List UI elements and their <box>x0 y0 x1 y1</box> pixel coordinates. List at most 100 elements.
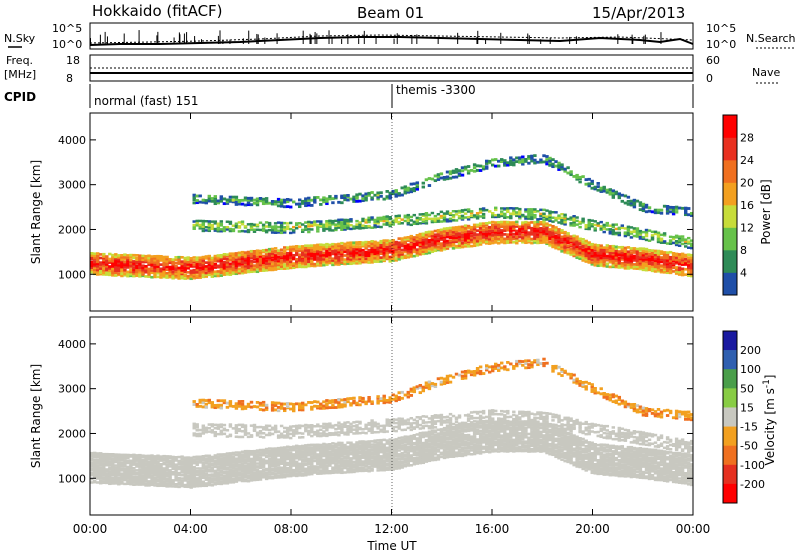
power-cell <box>292 264 296 267</box>
power-cell <box>506 207 510 210</box>
velocity-cell <box>355 460 359 464</box>
power-cell <box>279 260 284 264</box>
power-cell <box>331 221 335 224</box>
power-cell <box>542 241 546 244</box>
velocity-cell <box>153 472 157 476</box>
power-cell <box>481 224 486 228</box>
power-cell <box>385 219 389 222</box>
velocity-cell <box>177 471 181 475</box>
power-cell <box>406 245 411 248</box>
power-cell <box>249 228 254 231</box>
velocity-cell <box>258 478 263 481</box>
velocity-cell <box>283 446 287 449</box>
power-cell <box>267 258 272 261</box>
power-cell <box>126 262 130 265</box>
power-cell <box>599 227 603 230</box>
velocity-cell <box>174 456 178 459</box>
power-cell <box>515 223 519 227</box>
velocity-cell <box>403 453 408 457</box>
power-cell <box>668 257 673 261</box>
velocity-cell <box>243 454 248 457</box>
nsky-strip: N.Sky 10^5 10^0 10^5 10^0 N.Search <box>4 22 796 51</box>
power-cell <box>355 199 359 203</box>
velocity-cell <box>382 468 386 472</box>
velocity-cell <box>258 470 263 473</box>
velocity-cell <box>364 459 368 463</box>
velocity-cell <box>120 467 124 470</box>
power-cell <box>322 258 326 261</box>
velocity-cell <box>249 459 254 462</box>
power-cell <box>337 218 341 222</box>
velocity-cell <box>292 458 296 462</box>
velocity-cell <box>159 476 163 480</box>
velocity-cell <box>93 473 97 477</box>
velocity-cell <box>322 442 326 446</box>
velocity-cell <box>424 440 429 444</box>
velocity-cell <box>379 450 383 454</box>
velocity-cell <box>364 453 368 457</box>
power-cell <box>195 268 199 272</box>
power-cell <box>566 250 570 253</box>
power-cell <box>494 164 498 168</box>
power-cell <box>418 222 423 225</box>
velocity-cell <box>424 456 429 460</box>
velocity-cell <box>243 470 248 474</box>
power-cell <box>533 154 537 158</box>
velocity-cell <box>168 478 172 482</box>
power-cell <box>668 265 673 269</box>
velocity-cell <box>153 484 157 487</box>
velocity-cell <box>373 465 377 468</box>
velocity-cell <box>298 448 302 451</box>
velocity-cell <box>225 454 230 458</box>
power-cell <box>469 230 474 233</box>
power-cell <box>370 226 374 229</box>
velocity-cell <box>141 458 145 462</box>
velocity-cell <box>234 467 239 470</box>
power-ylabel: Slant Range [km] <box>29 160 43 264</box>
power-cell <box>430 238 435 241</box>
velocity-cell <box>316 445 320 449</box>
power-cell <box>641 230 646 234</box>
power-cell <box>174 270 178 274</box>
power-cell <box>270 255 275 259</box>
power-cell <box>304 228 308 231</box>
power-cell <box>325 255 329 258</box>
power-cell <box>674 268 679 272</box>
velocity-cell <box>343 463 347 466</box>
power-cell <box>430 220 435 224</box>
velocity-cell <box>331 452 335 456</box>
power-cell <box>310 198 314 202</box>
velocity-cell <box>177 455 181 459</box>
power-cell <box>472 223 477 227</box>
power-cell <box>361 226 365 230</box>
velocity-cell <box>352 463 356 466</box>
velocity-cell <box>249 453 254 456</box>
power-cell <box>237 221 242 224</box>
power-cell <box>237 253 242 257</box>
power-cell <box>198 200 202 204</box>
velocity-cell <box>427 445 432 449</box>
power-cell <box>313 248 317 251</box>
velocity-cell <box>319 466 323 469</box>
power-cell <box>469 236 474 239</box>
power-cell <box>590 256 594 260</box>
power-cell <box>105 266 109 270</box>
velocity-cell <box>183 485 187 488</box>
power-cell <box>527 240 531 244</box>
velocity-cell <box>150 476 154 479</box>
power-cell <box>599 258 603 261</box>
power-cell <box>421 213 426 216</box>
velocity-cell <box>129 476 133 480</box>
power-cell <box>319 224 323 227</box>
power-cell <box>117 272 121 275</box>
power-cell <box>596 222 600 225</box>
velocity-cell <box>120 474 124 478</box>
velocity-cell <box>99 456 103 459</box>
power-cell <box>623 260 628 264</box>
power-cell <box>213 259 218 263</box>
power-cell <box>397 255 401 259</box>
power-cell <box>659 237 664 241</box>
power-cell <box>554 160 558 164</box>
power-cell <box>665 209 670 213</box>
